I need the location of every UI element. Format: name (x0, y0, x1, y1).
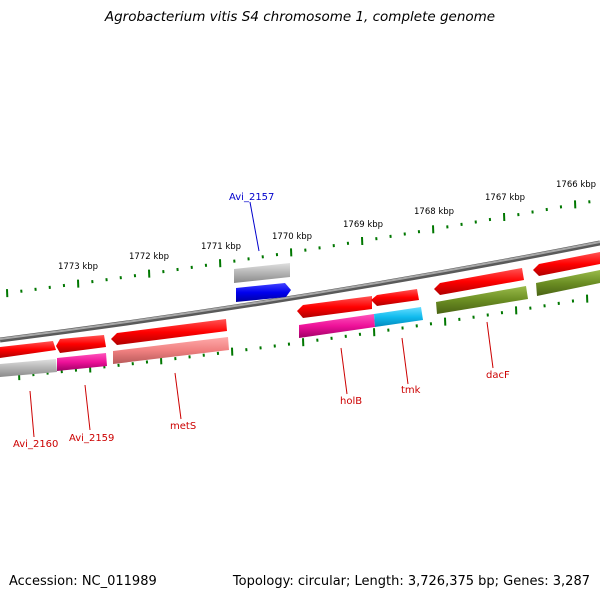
gene-label-dacf: dacF (486, 370, 510, 381)
cds-red[interactable] (56, 335, 106, 353)
ruler-label: 1769 kbp (343, 220, 383, 230)
ruler-label: 1767 kbp (485, 193, 525, 203)
cds-red[interactable] (297, 296, 372, 318)
ruler-label: 1772 kbp (129, 252, 169, 262)
topology-stats-text: Topology: circular; Length: 3,726,375 bp… (232, 574, 590, 589)
ruler-label: 1771 kbp (201, 242, 241, 252)
gene-label-holb: holB (340, 396, 362, 407)
leader-tmk (401, 337, 409, 385)
cds-red[interactable] (0, 341, 56, 358)
outer-ruler (6, 200, 591, 298)
leader-avi-2159 (84, 384, 91, 431)
leader-avi-2160 (29, 390, 35, 438)
cog-olive[interactable] (536, 270, 600, 296)
leader-holb (340, 347, 348, 395)
cds-red[interactable] (533, 252, 600, 276)
cog-avi-2159[interactable] (57, 353, 107, 371)
leader-dacf (486, 321, 494, 369)
leader-mets (174, 372, 182, 420)
leader-avi-2157 (249, 201, 260, 252)
cog-avi-2160[interactable] (0, 359, 57, 377)
ruler-label: 1766 kbp (556, 180, 596, 190)
gene-avi-2157-gray[interactable] (234, 263, 290, 283)
cog-mets[interactable] (113, 337, 229, 364)
map-title: Agrobacterium vitis S4 chromosome 1, com… (104, 9, 496, 25)
gene-label-avi-2157: Avi_2157 (229, 192, 274, 203)
cog-holb[interactable] (299, 314, 375, 338)
gene-label-tmk: tmk (401, 385, 421, 396)
cds-red[interactable] (434, 268, 524, 295)
ruler-label: 1768 kbp (414, 207, 454, 217)
gene-avi-2157-blue[interactable] (236, 283, 291, 302)
gene-label-avi-2159: Avi_2159 (69, 433, 114, 444)
gene-label-avi-2160: Avi_2160 (13, 439, 58, 450)
cog-tmk[interactable] (374, 307, 423, 327)
ruler-label: 1770 kbp (272, 232, 312, 242)
gene-label-mets: metS (170, 421, 196, 432)
cog-dacf[interactable] (436, 286, 528, 314)
chromosome-backbone-highlight (0, 241, 600, 340)
cds-red[interactable] (111, 319, 227, 345)
cds-red[interactable] (371, 289, 419, 306)
accession-text: Accession: NC_011989 (9, 574, 157, 589)
ruler-label: 1773 kbp (58, 262, 98, 272)
